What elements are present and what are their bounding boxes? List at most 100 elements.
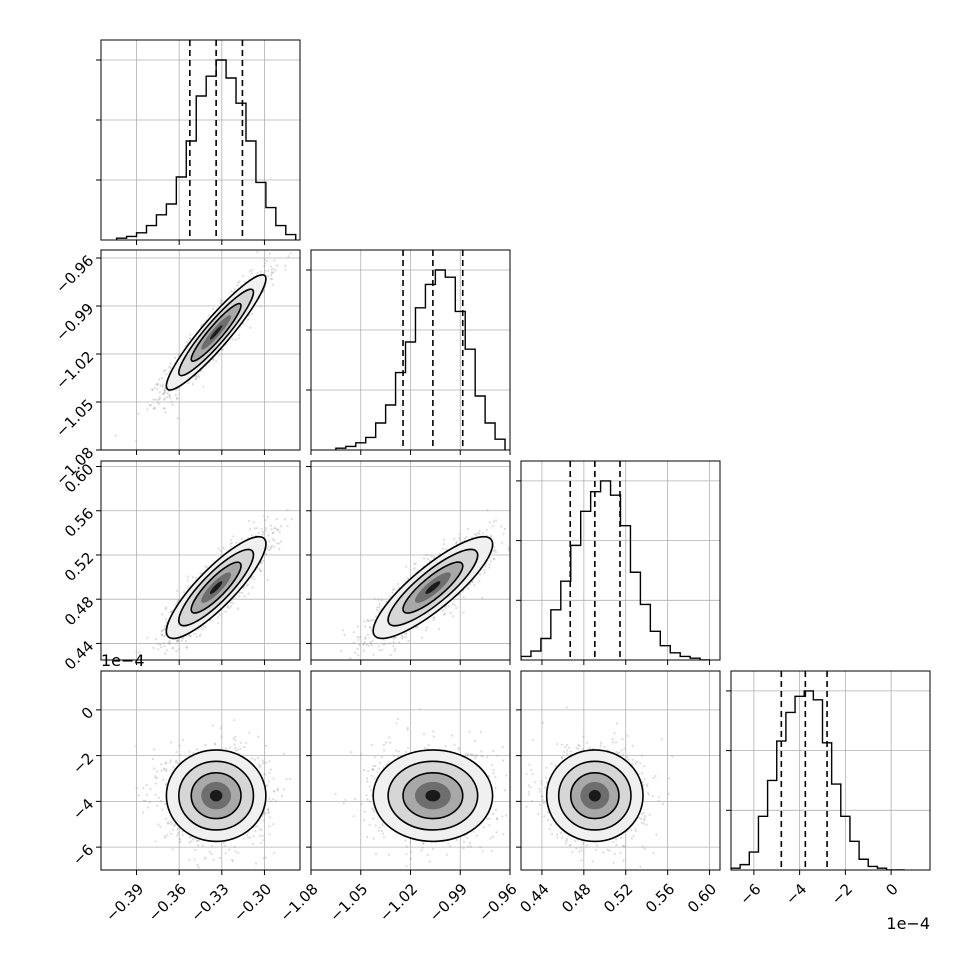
scatter-point [372,653,375,656]
scatter-point [453,537,456,541]
scatter-point [269,277,272,281]
scatter-point [165,768,168,771]
scatter-point [189,337,192,340]
scatter-point [462,611,465,614]
scatter-point [196,844,200,847]
scatter-point [349,657,352,660]
scatter-point [262,839,265,842]
scatter-point [160,377,164,380]
scatter-point [251,586,254,589]
scatter-point [218,856,221,860]
scatter-point [250,272,253,275]
scatter-point [276,528,279,532]
scatter-point [378,649,381,652]
scatter-point [219,302,222,305]
scatter-point [259,305,263,308]
scatter-point [161,383,164,386]
scatter-point [263,265,266,268]
scatter-point [181,833,184,837]
scatter-point [234,746,237,750]
scatter-point [135,439,138,442]
scatter-point [222,841,225,844]
scatter-point [231,338,234,341]
scatter-point [251,269,254,272]
scatter-point [248,519,251,522]
scatter-point [362,642,366,645]
scatter-point [176,589,179,592]
scatter-point [369,619,372,622]
scatter-point [364,625,367,628]
histogram-step-param3 [521,480,711,660]
scatter-point [161,613,164,616]
scatter-point [235,541,238,544]
scatter-point [228,606,231,610]
scatter-point [164,411,167,414]
scatter-point [475,533,478,537]
scatter-point [430,554,433,558]
scatter-point [442,542,445,546]
scatter-point [152,757,155,761]
scatter-point [279,540,282,543]
scatter-point [378,603,381,606]
scatter-point [362,643,365,646]
scatter-point [380,648,383,652]
scatter-point [363,640,366,644]
scatter-point [502,532,505,535]
scatter-point [229,601,232,605]
scatter-point [176,601,179,604]
scatter-point [268,539,271,543]
scatter-point [165,649,168,652]
scatter-point [250,577,253,580]
scatter-point [160,633,164,637]
scatter-point [477,531,480,535]
scatter-point [266,548,269,551]
scatter-point [373,618,376,621]
scatter-point [404,632,407,635]
scatter-point [392,637,395,640]
scatter-point [262,819,265,822]
histogram-step-param2 [335,269,506,450]
scatter-point [463,537,466,540]
scatter-point [212,307,215,310]
scatter-point [454,542,458,545]
scatter-point [267,534,270,537]
scatter-point [193,858,196,861]
scatter-point [146,636,149,639]
scatter-point [269,524,272,527]
scatter-point [243,595,246,598]
scatter-point [437,628,441,631]
scatter-point [233,719,236,722]
scatter-point [274,269,277,272]
scatter-point [352,631,355,634]
scatter-point [259,569,262,572]
scatter-point [366,633,369,636]
scatter-point [369,641,372,644]
scatter-point [445,548,448,551]
scatter-point [284,518,287,521]
scatter-point [356,625,360,628]
scatter-point [163,407,166,410]
scatter-point [224,852,227,855]
scatter-point [278,530,281,534]
scatter-point [163,389,166,392]
scatter-point [230,538,233,542]
scatter-point [229,605,232,608]
scatter-point [433,556,436,559]
panels-layer [96,39,931,875]
scatter-point [401,635,404,639]
scatter-point [267,810,270,814]
scatter-point [184,639,188,643]
scatter-point [264,519,267,522]
scatter-point [424,629,428,632]
scatter-point [169,366,172,369]
scatter-point [488,566,491,569]
scatter-point [455,606,458,610]
scatter-point [161,629,164,632]
scatter-point [177,639,180,642]
scatter-point [211,844,214,847]
scatter-point [380,599,383,602]
scatter-point [197,373,200,377]
density-contours [165,273,267,391]
scatter-point [156,382,159,385]
